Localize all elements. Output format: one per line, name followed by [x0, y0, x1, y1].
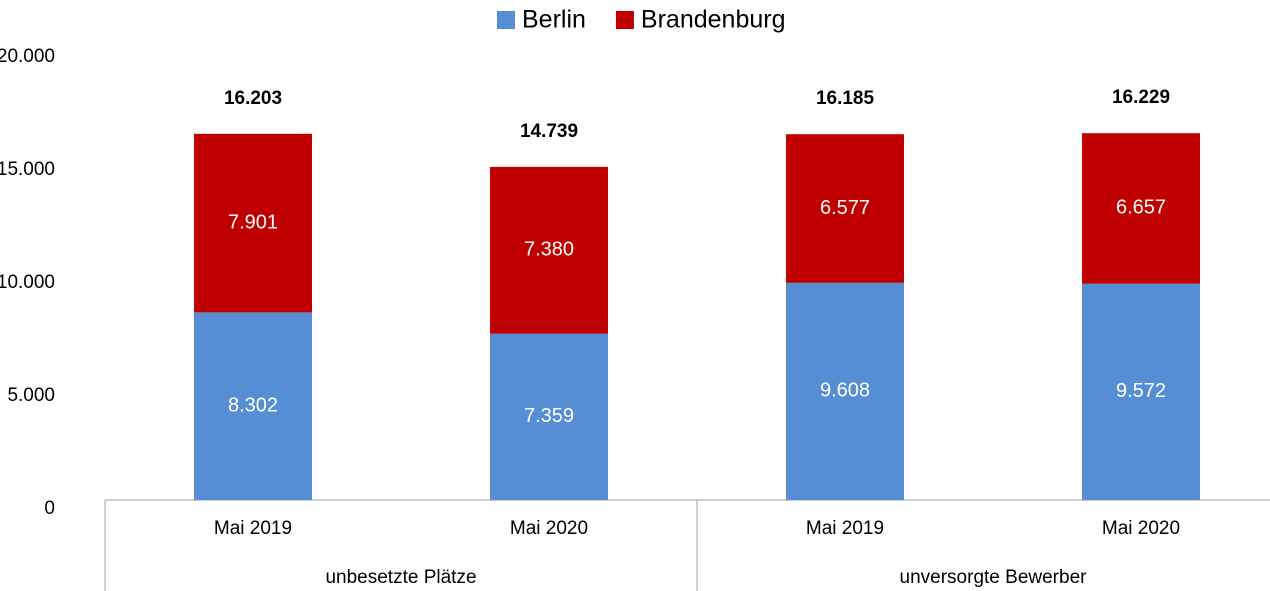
x-tick-label: Mai 2020: [510, 518, 588, 539]
value-label: 8.302: [228, 394, 278, 416]
bar-segment: [194, 312, 312, 500]
value-label: 9.608: [820, 380, 870, 402]
bar-segment: [490, 166, 608, 334]
total-label: 16.229: [1112, 87, 1170, 108]
value-label: 7.901: [228, 211, 278, 233]
total-label: 16.185: [816, 88, 875, 109]
group-label: unbesetzte Plätze: [325, 567, 476, 588]
value-label: 6.577: [820, 197, 870, 219]
value-label: 7.359: [524, 405, 574, 427]
total-label: 14.739: [520, 121, 578, 142]
value-label: 6.657: [1116, 197, 1166, 219]
bar-segment: [786, 134, 904, 283]
group-label: unversorgte Bewerber: [900, 567, 1088, 588]
bar-segment: [1082, 133, 1200, 284]
bar-segment: [1082, 283, 1200, 500]
x-tick-label: Mai 2019: [214, 518, 292, 539]
legend-label: Berlin: [522, 6, 586, 34]
y-tick-label: 20.000: [0, 46, 55, 67]
x-tick-label: Mai 2019: [806, 518, 884, 539]
value-label: 9.572: [1116, 380, 1166, 402]
y-tick-label: 5.000: [7, 385, 55, 406]
y-tick-label: 15.000: [0, 159, 55, 180]
legend-label: Brandenburg: [641, 6, 786, 34]
legend-swatch: [615, 11, 634, 29]
total-label: 16.203: [224, 88, 282, 109]
value-label: 7.380: [524, 239, 574, 261]
y-tick-label: 0: [44, 498, 55, 519]
x-tick-label: Mai 2020: [1102, 518, 1180, 539]
bar-segment: [194, 133, 312, 313]
bar-segment: [490, 333, 608, 500]
y-tick-label: 10.000: [0, 272, 55, 293]
legend-swatch: [497, 11, 515, 29]
bar-segment: [786, 282, 904, 500]
